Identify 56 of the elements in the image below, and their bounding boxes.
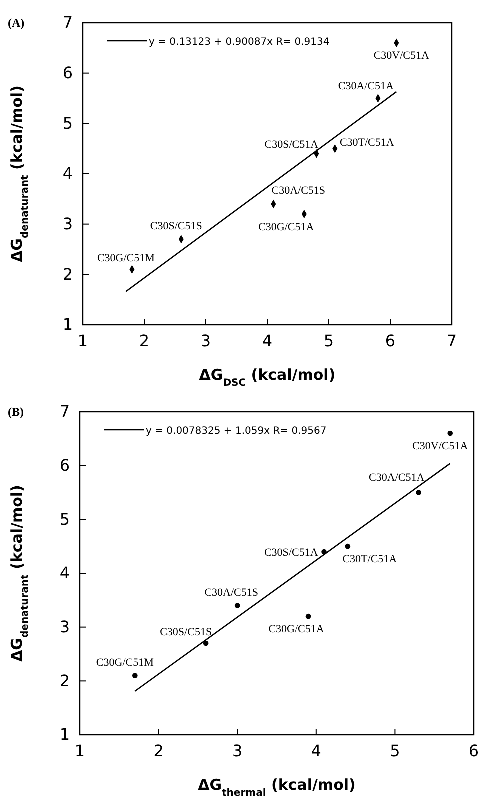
legend-label: y = 0.0078325 + 1.059x R= 0.9567: [146, 426, 327, 437]
x-tick-label: 5: [390, 741, 400, 760]
point: [306, 614, 312, 620]
x-tick-label: 2: [154, 741, 164, 760]
y-tick-label: 5: [62, 114, 73, 133]
y-tick-label: 7: [60, 402, 70, 422]
annotation: C30T/C51A: [342, 554, 398, 566]
annotation: C30A/C51S: [272, 185, 326, 198]
y-tick-label: 1: [62, 315, 73, 334]
annotation: C30V/C51A: [374, 50, 430, 62]
annotation: C30T/C51A: [340, 136, 394, 149]
annotation: C30A/C51A: [338, 80, 394, 92]
y-tick-label: 1: [60, 725, 70, 744]
annotation: C30G/C51A: [258, 221, 314, 234]
x-axis-title: ΔG$_{thermal}$ (kcal/mol): [198, 776, 356, 797]
annotation: C30A/C51A: [369, 472, 425, 484]
point: [234, 603, 240, 608]
x-tick-label: 1: [78, 331, 88, 350]
annotation: C30S/C51A: [264, 546, 318, 559]
y-tick-label: 3: [60, 617, 70, 636]
y-tick-label: 2: [62, 264, 73, 284]
y-tick-label: 6: [60, 456, 70, 475]
x-tick-label: 2: [139, 331, 150, 350]
x-tick-label: 4: [262, 331, 273, 350]
point: [345, 544, 351, 550]
point: [132, 673, 138, 678]
x-tick-label: 1: [74, 741, 86, 760]
x-tick-label: 5: [324, 331, 334, 350]
chart-title: (A): [8, 16, 25, 30]
x-tick-label: 3: [200, 331, 212, 350]
y-tick-label: 4: [62, 164, 73, 184]
point: [203, 640, 209, 646]
x-tick-label: 4: [311, 741, 322, 760]
annotation: C30G/C51M: [97, 252, 156, 265]
point: [416, 490, 422, 496]
annotation: C30S/C51S: [150, 220, 202, 232]
point: [448, 430, 454, 436]
annotation: C30V/C51A: [412, 440, 468, 453]
x-tick-label: 3: [232, 741, 243, 760]
y-tick-label: 5: [60, 510, 70, 529]
x-axis-title: ΔG$_{DSC}$ (kcal/mol): [199, 366, 336, 388]
annotation: C30S/C51A: [264, 138, 319, 151]
y-tick-label: 7: [62, 13, 73, 32]
y-tick-label: 4: [60, 564, 70, 583]
annotation: C30G/C51M: [96, 656, 154, 669]
annotation: C30G/C51A: [268, 624, 324, 636]
annotation: C30S/C51S: [160, 626, 212, 638]
annotation: C30A/C51S: [204, 586, 258, 599]
x-tick-label: 6: [468, 741, 480, 760]
x-tick-label: 7: [446, 331, 458, 350]
y-tick-label: 6: [62, 63, 73, 82]
legend-label: y = 0.13123 + 0.90087x R= 0.9134: [149, 37, 330, 48]
x-tick-label: 6: [385, 331, 396, 350]
y-tick-label: 2: [60, 671, 70, 690]
y-tick-label: 3: [62, 214, 73, 234]
chart-title: (B): [8, 405, 24, 419]
